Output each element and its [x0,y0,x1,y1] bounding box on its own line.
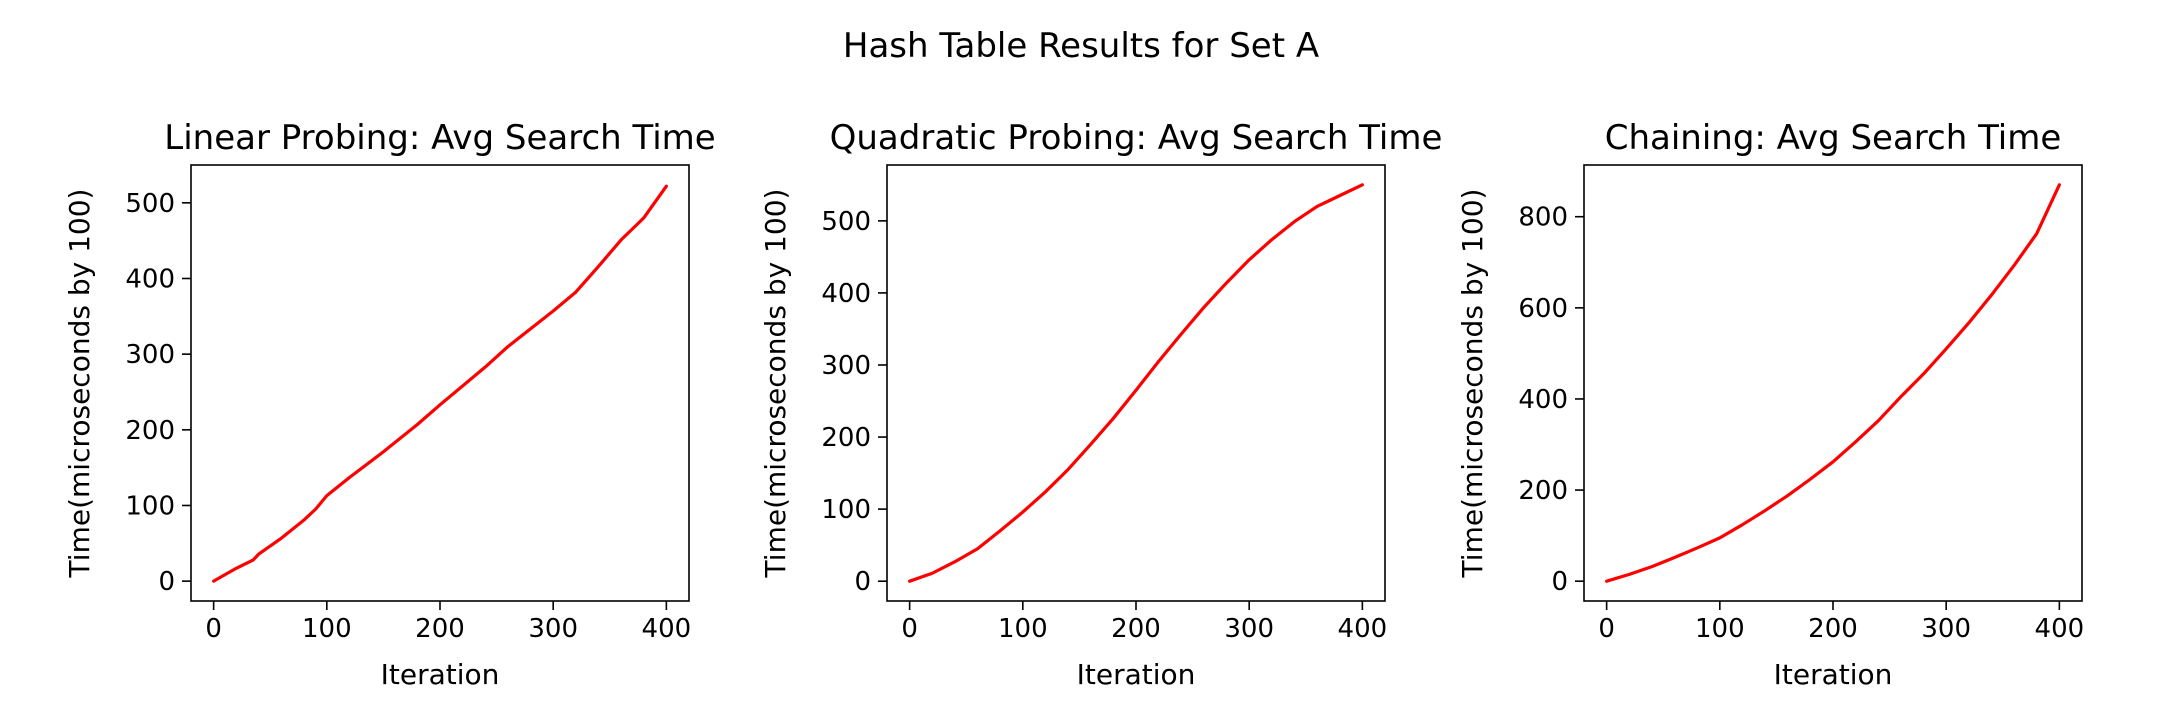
subplot-1: Linear Probing: Avg Search Time 0 100 200 30… [63,118,716,691]
y-tick-label: 200 [821,423,871,453]
x-tick-label: 400 [1338,614,1388,644]
axes-frame [886,164,1386,602]
x-tick-label: 400 [2035,614,2085,644]
y-tick-label: 500 [125,189,175,219]
x-axis-label: Iteration [1077,658,1196,691]
x-tick-label: 0 [901,614,918,644]
y-tick-label: 400 [125,264,175,294]
x-tick-label: 400 [642,614,692,644]
subplot-title: Chaining: Avg Search Time [1605,118,2062,158]
x-tick-label: 100 [998,614,1048,644]
subplot-title: Linear Probing: Avg Search Time [164,118,715,158]
y-tick-label: 100 [821,495,871,525]
subplot-2: Quadratic Probing: Avg Search Time 0 100 20… [759,118,1442,691]
x-tick-label: 0 [1598,614,1615,644]
x-tick-label: 200 [1808,614,1858,644]
y-tick-label: 0 [158,567,175,597]
series-line [1605,183,2061,583]
subplot-grid: Linear Probing: Avg Search Time 0 100 200 30… [63,118,2084,691]
x-tick-label: 100 [302,614,352,644]
x-tick-label: 200 [1111,614,1161,644]
x-tick-label: 300 [1224,614,1274,644]
x-tick-label: 200 [415,614,465,644]
y-tick-label: 300 [821,351,871,381]
x-tick-label: 0 [205,614,222,644]
x-tick-label: 100 [1695,614,1745,644]
subplot-title: Quadratic Probing: Avg Search Time [830,118,1443,158]
y-tick-label: 0 [854,567,871,597]
y-axis-label: Time(microseconds by 100) [63,189,96,579]
axes-frame [1583,164,2083,602]
y-tick-label: 200 [1518,476,1568,506]
x-tick-label: 300 [528,614,578,644]
subplot-3: Chaining: Avg Search Time 0 100 200 300 400 0 2… [1456,118,2084,691]
y-tick-label: 200 [125,416,175,446]
x-axis-label: Iteration [1774,658,1893,691]
y-tick-label: 800 [1518,203,1568,233]
y-tick-label: 0 [1551,567,1568,597]
y-axis-label: Time(microseconds by 100) [1456,189,1489,579]
y-tick-label: 400 [1518,385,1568,415]
y-axis-label: Time(microseconds by 100) [759,189,792,579]
y-tick-label: 400 [821,279,871,309]
y-tick-label: 500 [821,207,871,237]
series-line [908,183,1364,583]
figure-suptitle: Hash Table Results for Set A [843,26,1319,66]
series-line [212,184,668,583]
y-tick-label: 600 [1518,294,1568,324]
x-tick-label: 300 [1921,614,1971,644]
axes-frame [190,164,690,602]
x-axis-label: Iteration [381,658,500,691]
y-tick-label: 100 [125,491,175,521]
y-tick-label: 300 [125,340,175,370]
